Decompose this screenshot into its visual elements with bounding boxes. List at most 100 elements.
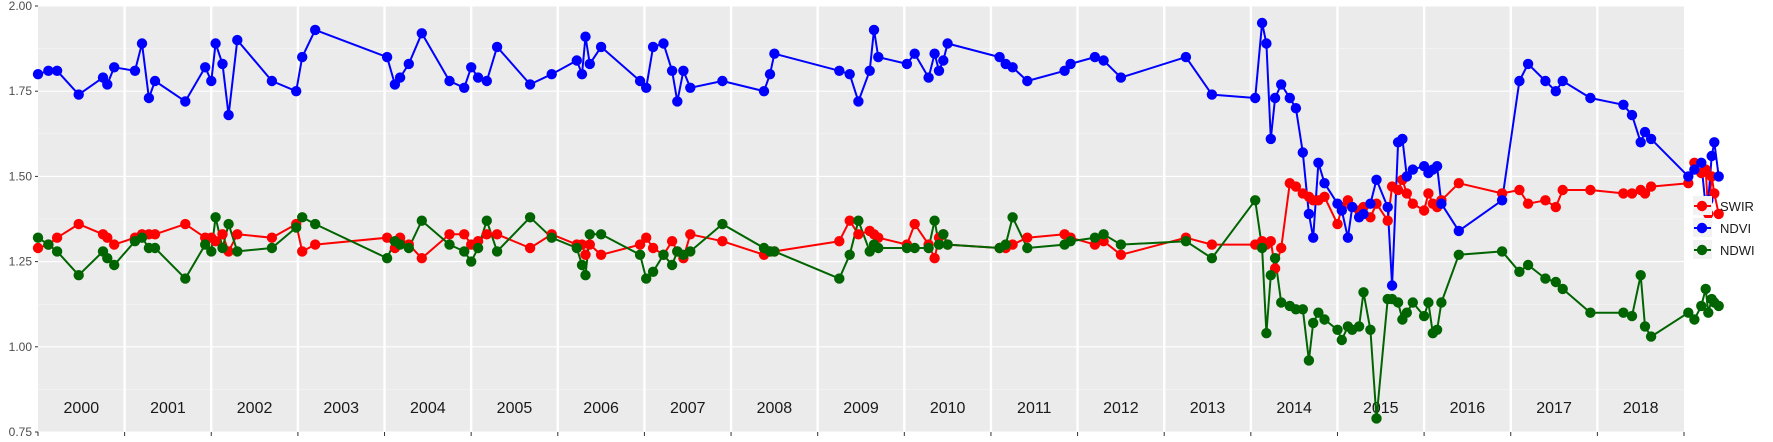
data-point-ndwi [310,218,321,230]
year-label: 2000 [64,400,100,417]
data-point-ndvi [1540,75,1551,87]
year-label: 2009 [843,400,879,417]
data-point-ndvi [868,24,880,36]
data-point-ndvi [1436,198,1447,209]
data-point-ndwi [929,215,940,226]
data-point-ndwi [210,212,221,223]
data-point-ndvi [901,58,913,70]
data-point-swir [73,218,84,230]
data-point-ndvi [200,62,211,73]
data-point-swir [1290,181,1302,192]
data-point-ndwi [1353,321,1365,332]
legend-key-point [1696,244,1708,256]
data-point-ndvi [758,86,770,97]
data-point-ndwi [1089,232,1101,243]
data-point-swir [297,246,308,257]
data-point-ndvi [1431,161,1443,172]
data-point-ndvi [466,62,477,73]
data-point-swir [1540,195,1551,206]
data-point-swir [1557,184,1568,196]
data-point-ndwi [1696,300,1707,312]
data-point-ndwi [901,242,913,254]
data-point-ndvi [1115,72,1127,83]
data-point-ndwi [1336,334,1348,346]
data-point-ndvi [546,69,557,80]
data-point-ndwi [942,239,953,250]
data-point-ndwi [180,273,191,284]
data-point-ndvi [938,55,949,66]
data-point-ndvi [647,41,659,53]
data-point-ndwi [1514,266,1525,277]
data-point-ndvi [1256,17,1268,29]
data-point-ndwi [1557,283,1568,295]
data-point-ndwi [1431,324,1443,335]
data-point-swir [853,229,864,240]
legend-key-point [1696,200,1708,212]
data-point-ndwi [1683,307,1694,318]
data-point-ndvi [1550,86,1562,97]
data-point-ndvi [571,55,582,66]
data-point-ndwi [1313,307,1324,318]
data-point-ndvi [853,96,864,107]
data-point-ndwi [1703,307,1714,318]
data-point-swir [524,242,536,254]
data-point-ndvi [769,48,780,59]
data-point-ndvi [1585,92,1596,104]
data-point-ndvi [641,82,652,94]
data-point-ndvi [873,51,884,63]
data-point-ndvi [232,34,243,46]
data-point-ndvi [416,28,427,39]
data-point-swir [1418,205,1430,216]
data-point-ndwi [1180,236,1192,247]
data-point-ndvi [444,75,455,87]
year-label: 2011 [1017,400,1052,417]
data-point-ndwi [1308,317,1319,329]
data-point-ndvi [658,38,669,49]
data-point-swir [1550,201,1562,213]
data-point-ndwi [1319,314,1330,325]
year-label: 2001 [150,400,186,417]
data-point-ndwi [1392,297,1404,308]
data-point-ndvi [129,65,141,77]
data-point-ndwi [481,215,492,226]
data-point-ndwi [1269,253,1281,264]
data-point-ndvi [1689,164,1700,175]
data-point-ndwi [666,259,678,271]
data-point-ndwi [580,270,591,281]
data-point-ndwi [1401,307,1413,318]
data-point-ndvi [1059,65,1070,77]
data-point-swir [717,236,728,247]
data-point-swir [1585,184,1596,196]
data-point-swir [595,249,607,260]
data-point-ndwi [1065,236,1076,247]
data-point-ndvi [481,75,492,87]
data-point-ndvi [381,51,393,63]
data-point-ndvi [923,72,934,83]
data-point-ndwi [1645,331,1657,342]
data-point-ndwi [634,249,646,260]
data-point-swir [491,229,503,240]
data-point-ndvi [491,41,503,53]
data-point-swir [1022,232,1033,243]
data-point-ndwi [853,215,864,226]
data-point-swir [1522,198,1534,209]
data-point-ndwi [571,242,582,254]
y-tick-label: 2.00 [9,0,33,13]
data-point-ndvi [844,69,855,80]
data-point-ndvi [595,41,607,53]
data-point-ndwi [149,242,161,254]
data-point-ndvi [1313,157,1324,168]
y-axis: 0.75 1.00 1.25 1.50 1.75 2.00 [9,0,38,439]
data-point-ndvi [1284,92,1296,104]
data-point-swir [844,215,855,226]
data-point-ndwi [1436,297,1447,308]
data-point-ndwi [576,259,588,271]
data-point-ndwi [769,246,780,257]
data-point-ndvi [1618,99,1629,111]
data-point-ndwi [109,259,120,271]
data-point-swir [210,236,221,247]
data-point-ndwi [381,253,393,264]
data-point-ndvi [864,65,875,77]
data-point-swir [444,229,455,240]
data-point-ndvi [1319,178,1330,189]
